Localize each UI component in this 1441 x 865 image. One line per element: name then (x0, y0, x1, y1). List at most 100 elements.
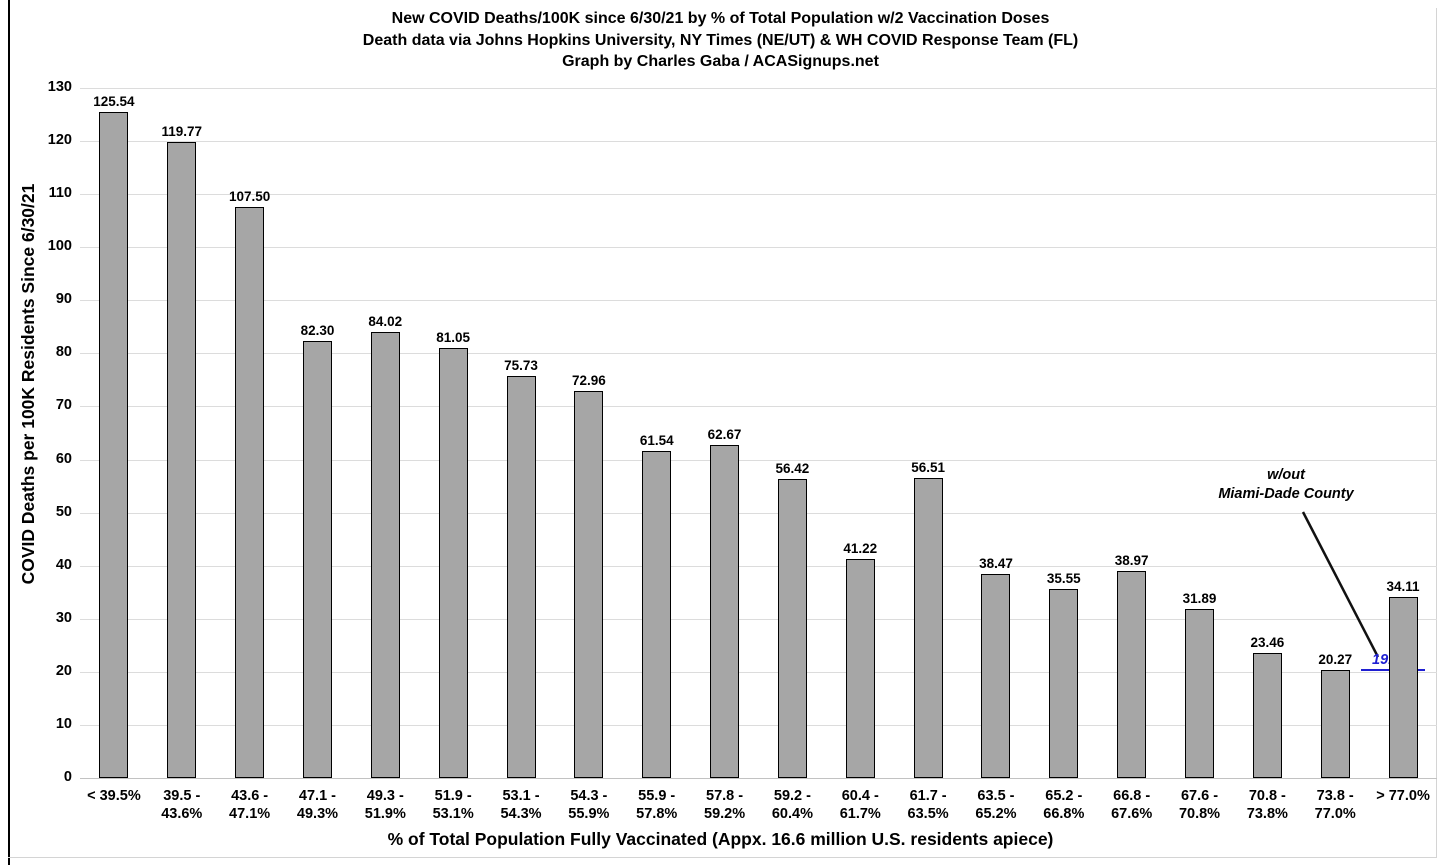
bar-column: 61.54 (623, 88, 691, 778)
bar-value-label: 81.05 (436, 329, 471, 345)
bar-column: 31.89 (1166, 88, 1234, 778)
bar-column: 107.50 (216, 88, 284, 778)
bar-column: 56.42 (759, 88, 827, 778)
gridline (80, 618, 1437, 620)
x-tick-label: 73.8 - 77.0% (1314, 788, 1356, 822)
y-tick-label: 10 (55, 715, 72, 732)
bar (438, 347, 468, 778)
gridline (80, 512, 1437, 514)
bar-column: 72.96 (555, 88, 623, 778)
y-tick-label: 80 (55, 344, 72, 361)
gridline (80, 247, 1437, 249)
bar-value-label: 62.67 (707, 427, 742, 443)
bar (642, 451, 672, 778)
chart-subtitle: Death data via Johns Hopkins University,… (362, 31, 1079, 49)
gridline (80, 194, 1437, 196)
x-tick-label: 49.3 - 51.9% (364, 788, 406, 822)
x-axis-title: % of Total Population Fully Vaccinated (… (387, 829, 1054, 849)
bar (913, 478, 943, 778)
gridline (80, 671, 1437, 673)
y-tick-label: 40 (55, 556, 72, 573)
gridline (80, 141, 1437, 143)
x-tick-label: 63.5 - 65.2% (975, 788, 1017, 822)
x-tick-label: 53.1 - 54.3% (500, 788, 542, 822)
annotation-label: w/out Miami-Dade County (1186, 466, 1386, 503)
bar (981, 573, 1011, 778)
y-axis-title: COVID Deaths per 100K Residents Since 6/… (18, 183, 38, 585)
annotation-label-line2: Miami-Dade County (1218, 485, 1354, 502)
x-tick-label: 66.8 - 67.6% (1111, 788, 1153, 822)
x-tick-label: 57.8 - 59.2% (704, 788, 746, 822)
y-tick-label: 50 (55, 503, 72, 520)
x-tick-label: 61.7 - 63.5% (907, 788, 949, 822)
gridline (80, 565, 1437, 567)
bar-value-label: 38.97 (1114, 553, 1149, 569)
bar-column: 84.02 (351, 88, 419, 778)
bar (777, 478, 807, 778)
bottom-border-line (8, 857, 1437, 858)
y-tick-label: 0 (63, 769, 72, 785)
y-tick-label: 70 (55, 397, 72, 414)
bar-value-label: 119.77 (161, 124, 203, 140)
x-tick-label: > 77.0% (1376, 788, 1430, 804)
bar (1185, 608, 1215, 778)
gridline (80, 406, 1437, 408)
chart-title: New COVID Deaths/100K since 6/30/21 by %… (391, 10, 1050, 27)
bar (710, 445, 740, 778)
bar-value-label: 72.96 (571, 372, 606, 388)
y-tick-label: 90 (55, 291, 72, 308)
bar-column: 41.22 (826, 88, 894, 778)
x-tick-label: 60.4 - 61.7% (839, 788, 881, 822)
y-tick-label: 130 (47, 79, 72, 95)
bar-column: 119.77 (148, 88, 216, 778)
bar (1117, 571, 1147, 778)
bar-value-label: 35.55 (1046, 571, 1081, 587)
bar (370, 332, 400, 778)
bar-value-label: 107.50 (228, 189, 271, 205)
bar-column: 20.27 (1301, 88, 1369, 778)
bar-column: 38.97 (1098, 88, 1166, 778)
bar-value-label: 20.27 (1318, 652, 1353, 668)
x-tick-label: 51.9 - 53.1% (432, 788, 474, 822)
bar-value-label: 75.73 (504, 358, 538, 374)
bar-column: 35.55 (1030, 88, 1098, 778)
chart-credit: Graph by Charles Gaba / ACASignups.net (562, 53, 879, 70)
gridline (80, 724, 1437, 726)
x-tick-label: 67.6 - 70.8% (1178, 788, 1221, 822)
bar (167, 142, 197, 778)
bar (235, 207, 265, 778)
bar-value-label: 84.02 (368, 314, 403, 330)
bar-column: 125.54 (80, 88, 148, 778)
right-border-line (1436, 8, 1437, 858)
bar-value-label: 125.54 (93, 93, 135, 109)
bar (1049, 589, 1079, 778)
bar-column: 56.51 (894, 88, 962, 778)
x-tick-label: 43.6 - 47.1% (229, 788, 271, 822)
x-tick-label: 39.5 - 43.6% (161, 788, 203, 822)
bar-column: 38.47 (962, 88, 1030, 778)
bar-column: 34.11 (1369, 88, 1437, 778)
bar (99, 111, 129, 778)
gridline (80, 300, 1437, 302)
annotation-label-line1: w/out (1267, 467, 1305, 483)
x-axis-baseline (80, 778, 1437, 779)
bar-value-label: 23.46 (1250, 635, 1285, 651)
bar-value-label: 34.11 (1386, 578, 1420, 594)
y-tick-label: 100 (47, 238, 72, 255)
plot-area (80, 88, 1437, 779)
bar-value-label: 82.30 (300, 323, 335, 339)
bar-column: 82.30 (284, 88, 352, 778)
left-border-line (8, 0, 10, 865)
x-tick-label: < 39.5% (87, 788, 141, 804)
y-tick-label: 110 (48, 185, 72, 202)
bar (1320, 670, 1350, 778)
y-tick-label: 20 (55, 662, 72, 679)
y-tick-label: 120 (47, 132, 72, 149)
bar (845, 559, 875, 778)
x-tick-label: 55.9 - 57.8% (636, 788, 678, 822)
bar (574, 390, 604, 778)
y-tick-label: 30 (55, 609, 72, 626)
bar-column: 23.46 (1233, 88, 1301, 778)
bar (506, 376, 536, 778)
gridline (80, 459, 1437, 461)
